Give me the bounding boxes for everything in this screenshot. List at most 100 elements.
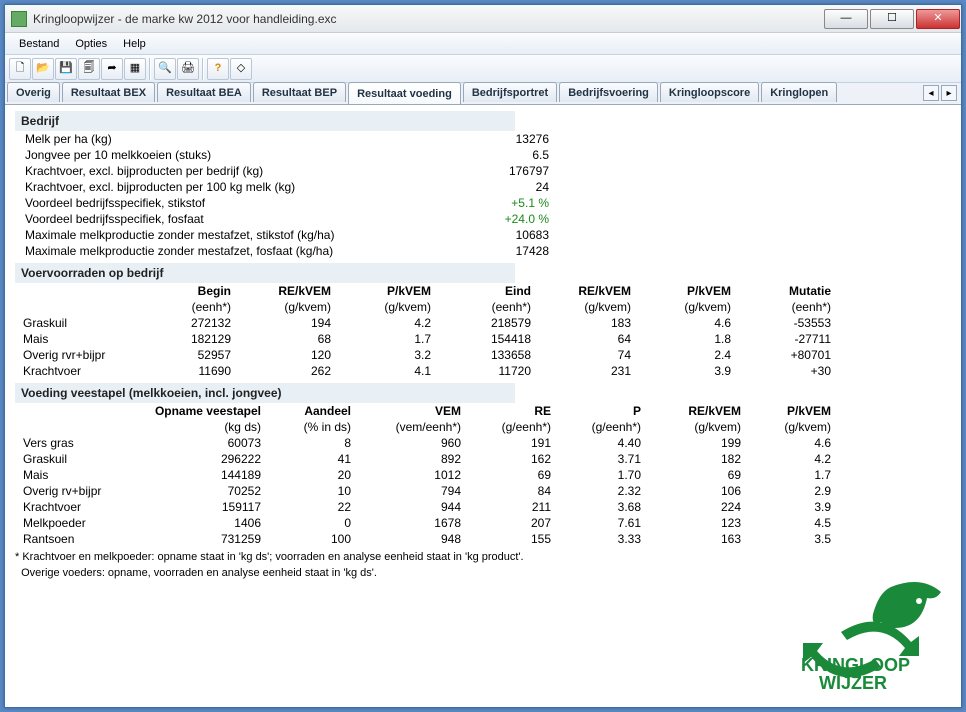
- bedrijf-value: 10683: [375, 227, 555, 243]
- grid-cell: 3.68: [555, 499, 645, 515]
- bedrijf-label: Melk per ha (kg): [15, 131, 375, 147]
- tbtn-grid[interactable]: ▦: [124, 58, 146, 80]
- grid-cell: 162: [465, 451, 555, 467]
- tab-resultaat-voeding[interactable]: Resultaat voeding: [348, 82, 461, 104]
- grid-cell: 144189: [125, 467, 265, 483]
- col-header: (% in ds): [265, 419, 355, 435]
- kringloopwijzer-logo: KRINGLOOP WIJZER: [791, 577, 951, 697]
- grid-cell: 2.4: [635, 347, 735, 363]
- col-header: (eenh*): [735, 299, 835, 315]
- grid-cell: 10: [265, 483, 355, 499]
- tbtn-help[interactable]: ?: [207, 58, 229, 80]
- tab-kringlopen[interactable]: Kringlopen: [761, 82, 837, 102]
- app-icon: [11, 11, 27, 27]
- grid-cell: +30: [735, 363, 835, 379]
- tab-bedrijfsvoering[interactable]: Bedrijfsvoering: [559, 82, 658, 102]
- grid-cell: 163: [645, 531, 745, 547]
- grid-cell: 11720: [435, 363, 535, 379]
- maximize-button[interactable]: ☐: [870, 9, 914, 29]
- grid-cell: Krachtvoer: [15, 499, 125, 515]
- tab-bedrijfsportret[interactable]: Bedrijfsportret: [463, 82, 557, 102]
- grid-cell: 191: [465, 435, 555, 451]
- grid-cell: Krachtvoer: [15, 363, 145, 379]
- grid-cell: Melkpoeder: [15, 515, 125, 531]
- tbtn-preview[interactable]: 🔍: [154, 58, 176, 80]
- bedrijf-label: Jongvee per 10 melkkoeien (stuks): [15, 147, 375, 163]
- grid-cell: 69: [465, 467, 555, 483]
- logo-text-2: WIJZER: [819, 673, 887, 693]
- grid-cell: 22: [265, 499, 355, 515]
- grid-cell: Mais: [15, 467, 125, 483]
- grid-row: Overig rvr+bijpr529571203.2133658742.4+8…: [15, 347, 835, 363]
- export-icon: ➦: [107, 63, 116, 74]
- grid-cell: 211: [465, 499, 555, 515]
- grid-cell: -53553: [735, 315, 835, 331]
- tab-resultaat-bep[interactable]: Resultaat BEP: [253, 82, 346, 102]
- minimize-icon: —: [841, 13, 852, 24]
- tab-resultaat-bex[interactable]: Resultaat BEX: [62, 82, 155, 102]
- tbtn-eraser[interactable]: ◇: [230, 58, 252, 80]
- grid-cell: 1012: [355, 467, 465, 483]
- grid-cell: 4.5: [745, 515, 835, 531]
- grid-cell: 262: [235, 363, 335, 379]
- bedrijf-label: Voordeel bedrijfsspecifiek, fosfaat: [15, 211, 375, 227]
- bedrijf-row: Krachtvoer, excl. bijproducten per bedri…: [15, 163, 555, 179]
- bedrijf-label: Krachtvoer, excl. bijproducten per bedri…: [15, 163, 375, 179]
- tbtn-open[interactable]: 📂: [32, 58, 54, 80]
- menu-bestand[interactable]: Bestand: [11, 36, 67, 52]
- window-buttons: — ☐ ✕: [823, 9, 961, 29]
- grid-cell: 106: [645, 483, 745, 499]
- grid-cell: 4.40: [555, 435, 645, 451]
- grid-cell: 70252: [125, 483, 265, 499]
- grid-cell: Overig rvr+bijpr: [15, 347, 145, 363]
- grid-cell: 3.33: [555, 531, 645, 547]
- tab-resultaat-bea[interactable]: Resultaat BEA: [157, 82, 251, 102]
- col-header: (g/eenh*): [465, 419, 555, 435]
- col-header: Aandeel: [265, 403, 355, 419]
- tab-scroll-right[interactable]: ▸: [941, 85, 957, 101]
- eraser-icon: ◇: [237, 63, 245, 74]
- tab-overig[interactable]: Overig: [7, 82, 60, 102]
- col-header: P: [555, 403, 645, 419]
- tbtn-print[interactable]: 🖨: [177, 58, 199, 80]
- col-header: RE/kVEM: [235, 283, 335, 299]
- grid-row: Rantsoen7312591009481553.331633.5: [15, 531, 835, 547]
- tab-scroll-left[interactable]: ◂: [923, 85, 939, 101]
- grid-row: Mais144189201012691.70691.7: [15, 467, 835, 483]
- col-header: Begin: [145, 283, 235, 299]
- tbtn-save[interactable]: 💾: [55, 58, 77, 80]
- grid-cell: 948: [355, 531, 465, 547]
- menu-help[interactable]: Help: [115, 36, 154, 52]
- bedrijf-label: Maximale melkproductie zonder mestafzet,…: [15, 227, 375, 243]
- help-icon: ?: [215, 63, 222, 74]
- bedrijf-row: Melk per ha (kg)13276: [15, 131, 555, 147]
- grid-row: Mais182129681.7154418641.8-27711: [15, 331, 835, 347]
- save-icon: 💾: [59, 63, 73, 74]
- minimize-button[interactable]: —: [824, 9, 868, 29]
- menu-opties[interactable]: Opties: [67, 36, 115, 52]
- tbtn-export[interactable]: ➦: [101, 58, 123, 80]
- grid-cell: 159117: [125, 499, 265, 515]
- tab-kringloopscore[interactable]: Kringloopscore: [660, 82, 759, 102]
- grid-cell: 231: [535, 363, 635, 379]
- close-icon: ✕: [933, 13, 942, 24]
- maximize-icon: ☐: [887, 13, 897, 24]
- grid-row: Krachtvoer159117229442113.682243.9: [15, 499, 835, 515]
- tbtn-copy[interactable]: 🗐: [78, 58, 100, 80]
- bedrijf-value: 17428: [375, 243, 555, 259]
- grid-cell: 20: [265, 467, 355, 483]
- tbtn-new[interactable]: 🗋: [9, 58, 31, 80]
- bedrijf-row: Maximale melkproductie zonder mestafzet,…: [15, 243, 555, 259]
- preview-icon: 🔍: [158, 63, 172, 74]
- grid-cell: 218579: [435, 315, 535, 331]
- col-header: (kg ds): [125, 419, 265, 435]
- grid-cell: 199: [645, 435, 745, 451]
- col-header: RE/kVEM: [535, 283, 635, 299]
- close-button[interactable]: ✕: [916, 9, 960, 29]
- bedrijf-value: +24.0 %: [375, 211, 555, 227]
- col-header: (g/kvem): [235, 299, 335, 315]
- grid-row: Overig rv+bijpr7025210794842.321062.9: [15, 483, 835, 499]
- grid-cell: -27711: [735, 331, 835, 347]
- grid-cell: 155: [465, 531, 555, 547]
- grid-cell: 1.7: [335, 331, 435, 347]
